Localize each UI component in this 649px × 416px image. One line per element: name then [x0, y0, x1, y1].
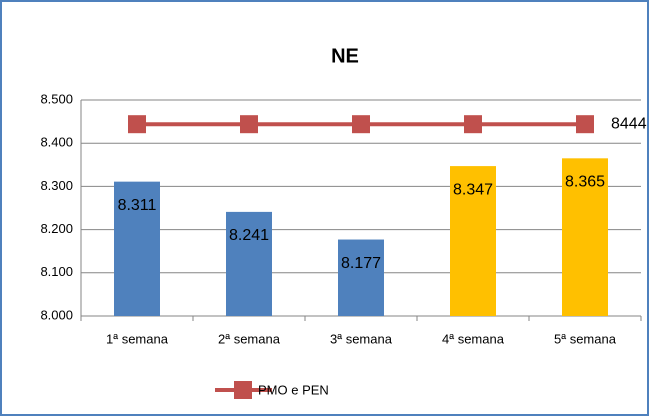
bar — [114, 181, 160, 316]
y-tick-label: 8.300 — [40, 178, 73, 193]
legend-label: PMO e PEN — [258, 382, 329, 397]
data-label: 8.241 — [229, 227, 269, 244]
data-label: 8.365 — [565, 174, 605, 191]
line-marker — [464, 115, 482, 134]
y-tick-label: 8.000 — [40, 307, 73, 322]
legend-marker — [234, 381, 252, 399]
x-tick-label: 1ª semana — [106, 331, 169, 346]
line-marker — [352, 115, 370, 134]
data-label: 8.347 — [453, 181, 493, 198]
y-tick-label: 8.400 — [40, 135, 73, 150]
line-marker — [576, 115, 594, 134]
data-label: 8444 — [611, 115, 647, 132]
y-tick-label: 8.200 — [40, 221, 73, 236]
y-tick-label: 8.100 — [40, 264, 73, 279]
x-tick-label: 4ª semana — [442, 331, 505, 346]
bar — [226, 211, 272, 316]
data-label: 8.311 — [118, 197, 157, 214]
bar — [562, 158, 608, 316]
chart-title: NE — [331, 45, 359, 67]
x-tick-label: 2ª semana — [218, 331, 281, 346]
y-tick-label: 8.500 — [40, 91, 73, 106]
bar — [450, 166, 496, 316]
line-marker — [240, 115, 258, 134]
x-tick-label: 5ª semana — [554, 331, 617, 346]
x-tick-label: 3ª semana — [330, 331, 393, 346]
data-label: 8.177 — [341, 255, 381, 272]
bar — [338, 239, 384, 316]
line-marker — [128, 115, 146, 134]
